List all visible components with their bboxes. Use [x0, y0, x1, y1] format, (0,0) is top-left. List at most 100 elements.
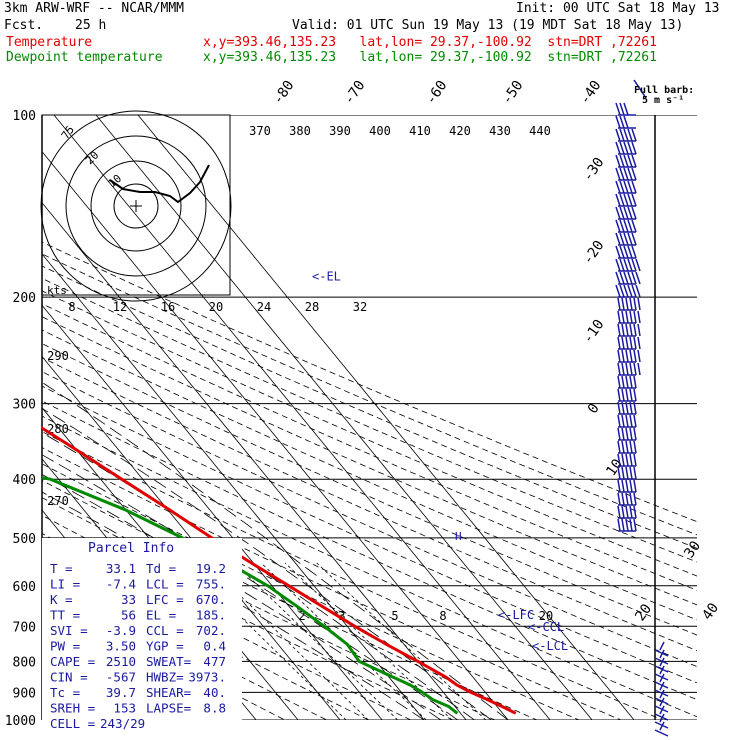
parcel-info-value: 33.1 [106, 561, 136, 576]
dry-adiabat [42, 357, 697, 652]
mixing-ratio-line [284, 562, 453, 720]
theta-label: 420 [449, 124, 471, 138]
wind-barb [617, 310, 641, 324]
model-title: 3km ARW-WRF -- NCAR/MMM [4, 1, 185, 16]
theta-label: 440 [529, 124, 551, 138]
isotherm [42, 150, 509, 720]
temperature-label: -10 [580, 317, 608, 347]
pressure-tick-400: 400 [13, 473, 36, 488]
wind-barb [617, 375, 637, 389]
dry-adiabat [42, 400, 697, 701]
wind-barb [654, 713, 669, 729]
wind-barb [617, 336, 641, 350]
parcel-info-panel: Parcel Info T = 33.1 Td = 19.2 LI = -7.4 LCL = 7… [42, 538, 242, 731]
moist-adiabat [42, 491, 425, 720]
parcel-info-value: 702. [196, 623, 226, 638]
moist-adiabat [42, 407, 492, 720]
wind-barb [615, 271, 641, 285]
parcel-info-value: 0.4 [203, 639, 226, 654]
parcel-info-key: LFC = [146, 592, 184, 607]
wind-barb [615, 245, 637, 259]
wind-barb [617, 297, 641, 311]
mixing-ratio-line [260, 562, 427, 720]
theta-label: 370 [249, 124, 271, 138]
dry-adiabat [42, 447, 622, 720]
parcel-info-key: TT = [50, 608, 80, 623]
legend-barb [633, 79, 647, 99]
wind-barb [654, 641, 669, 657]
wind-barb [615, 180, 637, 194]
pressure-tick-500: 500 [13, 532, 36, 547]
theta-label: 390 [329, 124, 351, 138]
parcel-info-key: SREH = [50, 701, 95, 716]
scale-label: 32 [353, 300, 367, 314]
wind-barb [615, 284, 641, 298]
hodograph-ring [65, 135, 207, 277]
scale-label: 8 [68, 300, 75, 314]
wind-barb [617, 466, 637, 480]
wind-barb [615, 154, 637, 168]
isotherm [95, 115, 593, 720]
dry-adiabat [42, 497, 496, 720]
level-marker: <-LCL [532, 639, 568, 653]
wind-barb [617, 453, 637, 467]
moist-adiabat [42, 381, 509, 720]
temperature-label: 40 [699, 600, 722, 623]
wind-barb [615, 102, 636, 116]
mixing-ratio-label: 2 [298, 609, 305, 623]
wind-barb [654, 681, 669, 697]
parcel-info-value: 56 [121, 608, 136, 623]
temperature-label: 10 [603, 456, 626, 479]
pressure-tick-1000: 1000 [5, 714, 36, 729]
scale-label: 16 [161, 300, 175, 314]
dry-adiabat [42, 241, 697, 523]
wind-barb [615, 219, 637, 233]
parcel-info-value: 3973. [188, 670, 226, 685]
wind-barb [615, 193, 637, 207]
parcel-info-value: 2510 [106, 654, 136, 669]
isotherm [42, 355, 341, 720]
wind-barb [617, 414, 637, 428]
parcel-info-value: 185. [196, 608, 226, 623]
wind-barb [617, 362, 641, 376]
temperature-label: -20 [580, 238, 608, 268]
wind-barb [617, 427, 637, 441]
parcel-info-key: SHEAR= [146, 685, 191, 700]
theta-label: 380 [289, 124, 311, 138]
hodograph-ring-label: 20 [83, 149, 102, 168]
temperature-legend: Temperature [6, 35, 93, 50]
wind-barb [617, 323, 641, 337]
level-marker: <-LFC [498, 608, 534, 622]
level-marker: <-EL [312, 270, 341, 284]
temperature-label: 20 [632, 601, 655, 624]
parcel-info-key: T = [50, 561, 73, 576]
hodograph-ring [90, 160, 182, 252]
parcel-info-value: 3.50 [106, 639, 136, 654]
dewpoint-location: x,y=393.46,135.23 lat,lon= 29.37,-100.92… [203, 50, 657, 65]
level-marker: <-CCL [528, 620, 564, 634]
wind-barb [617, 349, 641, 363]
wind-barb [615, 115, 636, 129]
wind-barb [615, 128, 637, 142]
dry-adiabat [42, 253, 697, 536]
parcel-info-key: EL = [146, 608, 176, 623]
wind-barb [617, 492, 637, 506]
wind-barb [617, 505, 637, 519]
temperature-label: -60 [423, 78, 451, 108]
mixing-ratio-label: 8 [439, 609, 446, 623]
wind-barb [617, 440, 637, 454]
dry-adiabat [42, 431, 664, 720]
hodograph-trace [109, 164, 210, 204]
parcel-info-value: -3.9 [106, 623, 136, 638]
dewpoint-trace [42, 476, 459, 715]
pressure-tick-600: 600 [13, 580, 36, 595]
parcel-info-key: Tc = [50, 685, 80, 700]
parcel-info-key: CCL = [146, 623, 184, 638]
parcel-info-key: PW = [50, 639, 80, 654]
parcel-info-key: LCL = [146, 577, 184, 592]
parcel-info-key: CAPE = [50, 654, 95, 669]
theta-label: 400 [369, 124, 391, 138]
forecast-hour: 25 h [75, 18, 107, 33]
parcel-info-key: CIN = [50, 670, 88, 685]
